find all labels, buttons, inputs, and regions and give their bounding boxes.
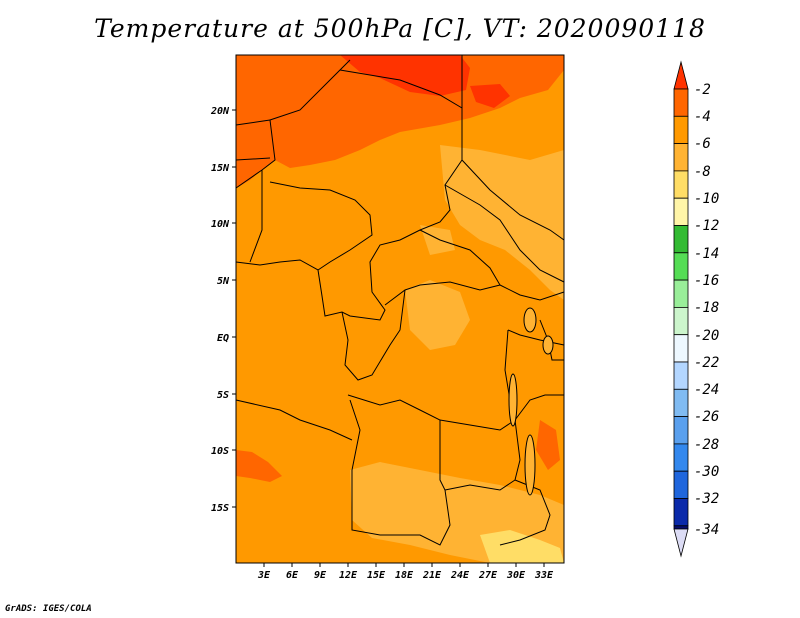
grads-credit: GrADS: IGES/COLA xyxy=(5,604,92,614)
colorbar-label: -26 xyxy=(694,409,719,425)
lon-tick-label: 6E xyxy=(286,570,299,581)
colorbar-label: -18 xyxy=(694,300,719,316)
hot-region xyxy=(340,55,470,96)
colorbar-label: -14 xyxy=(694,246,719,262)
map-frame xyxy=(235,54,565,564)
colorbar-label: -28 xyxy=(694,437,719,453)
lon-tick-label: 27E xyxy=(478,570,498,581)
colorbar xyxy=(673,60,689,558)
lat-tick-labels: 20N 15N 10N 5N EQ 5S 10S 15S xyxy=(210,106,230,514)
lon-tick-label: 18E xyxy=(395,570,414,581)
colorbar-label: -16 xyxy=(694,273,719,289)
colorbar-label: -30 xyxy=(694,464,719,480)
lat-tick-label: 5S xyxy=(217,390,229,401)
lon-tick-label: 33E xyxy=(534,570,554,581)
colorbar-bottom-arrow xyxy=(673,528,689,558)
lat-tick-label: 5N xyxy=(217,276,230,287)
colorbar-bin xyxy=(673,88,689,117)
colorbar-label: -2 xyxy=(694,82,711,98)
lon-tick-label: 30E xyxy=(506,570,526,581)
colorbar-top-arrow xyxy=(673,60,689,90)
colorbar-bin xyxy=(673,143,689,172)
lat-tick-label: EQ xyxy=(217,333,229,344)
lon-tick-label: 21E xyxy=(422,570,442,581)
colorbar-bin xyxy=(673,416,689,445)
coolest-region xyxy=(480,530,564,563)
warm-region-patch-3 xyxy=(536,420,560,470)
colorbar-label: -32 xyxy=(694,491,719,507)
warm-region-patch-2 xyxy=(296,110,320,132)
warm-region-patch xyxy=(236,450,282,482)
cool-region-patch xyxy=(420,225,455,255)
lat-tick-label: 10N xyxy=(211,219,230,230)
colorbar-bin xyxy=(673,334,689,363)
lon-tick-label: 12E xyxy=(339,570,358,581)
cool-region-central xyxy=(405,280,470,350)
colorbar-bin xyxy=(673,498,689,527)
colorbar-bin xyxy=(673,388,689,417)
colorbar-bin xyxy=(673,170,689,199)
colorbar-label: -24 xyxy=(694,382,719,398)
colorbar-label: -12 xyxy=(694,218,719,234)
lat-tick-label: 15S xyxy=(211,503,229,514)
colorbar-bin xyxy=(673,279,689,308)
colorbar-bin xyxy=(673,197,689,226)
lon-tick-label: 24E xyxy=(450,570,470,581)
colorbar-bin xyxy=(673,470,689,499)
colorbar-bin xyxy=(673,225,689,254)
colorbar-bin xyxy=(673,443,689,472)
colorbar-label: -8 xyxy=(694,164,711,180)
lon-tick-labels: 3E 6E 9E 12E 15E 18E 21E 24E 27E 30E 33E xyxy=(257,570,554,581)
lat-tick-label: 10S xyxy=(211,446,229,457)
colorbar-label: -4 xyxy=(694,109,711,125)
colorbar-labels: -2 -4 -6 -8 -10 -12 -14 -16 -18 -20 -22 … xyxy=(694,82,719,538)
lat-axis xyxy=(232,109,236,508)
colorbar-label: -22 xyxy=(694,355,719,371)
lon-tick-label: 15E xyxy=(367,570,386,581)
colorbar-bin xyxy=(673,252,689,281)
lat-tick-label: 15N xyxy=(211,163,230,174)
colorbar-bin xyxy=(673,361,689,390)
lon-axis xyxy=(263,563,545,567)
colorbar-label: -10 xyxy=(694,191,719,207)
lakes xyxy=(508,307,554,496)
lon-tick-label: 3E xyxy=(257,570,271,581)
colorbar-label: -34 xyxy=(694,522,719,538)
lat-tick-label: 20N xyxy=(210,106,230,117)
colorbar-bin xyxy=(673,525,689,530)
colorbar-bin xyxy=(673,306,689,336)
colorbar-bin xyxy=(673,115,689,145)
hot-region-2 xyxy=(470,84,510,108)
lon-tick-label: 9E xyxy=(314,570,327,581)
colorbar-label: -6 xyxy=(694,136,711,152)
colorbar-label: -20 xyxy=(694,328,719,344)
chart-title: Temperature at 500hPa [C], VT: 202009011… xyxy=(94,14,706,43)
